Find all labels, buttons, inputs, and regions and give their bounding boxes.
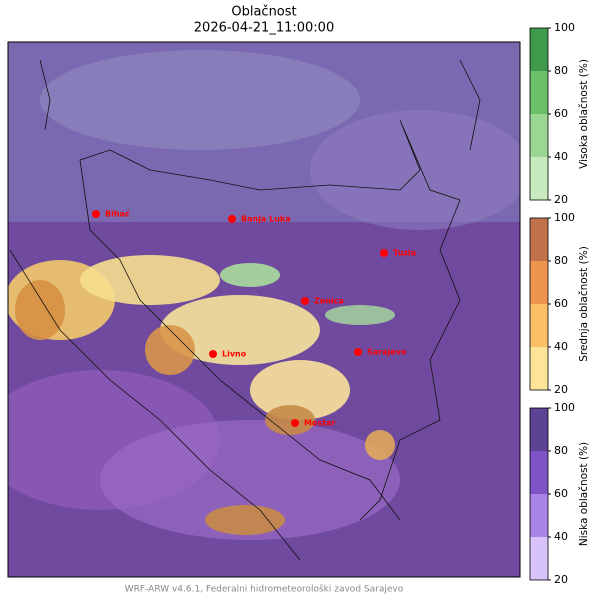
title: Oblačnost	[231, 5, 296, 20]
colorbar-band	[530, 347, 548, 390]
colorbar-band	[530, 28, 548, 71]
colorbar-tick-label: 80	[554, 64, 568, 77]
colorbar-label: Visoka oblačnost (%)	[578, 59, 590, 169]
city-label: Sarajevo	[367, 348, 407, 357]
colorbar-band	[530, 218, 548, 261]
city-marker	[380, 249, 388, 257]
city-label: Mostar	[304, 419, 335, 428]
colorbar-tick-label: 100	[554, 21, 575, 34]
colorbar-band	[530, 304, 548, 347]
colorbar-band	[530, 71, 548, 114]
city-marker	[209, 350, 217, 358]
colorbar-tick-label: 100	[554, 401, 575, 414]
colorbars: 20 40 60 80 100 Visoka oblačnost (%) 20 40 60 80 1…	[529, 21, 590, 586]
city-marker	[92, 210, 100, 218]
colorbar-tick-label: 40	[554, 150, 568, 163]
city-label: Tuzla	[393, 249, 416, 258]
city-marker	[301, 297, 309, 305]
colorbar-tick-label: 60	[554, 107, 568, 120]
colorbar-tick-label: 80	[554, 254, 568, 267]
colorbar-band	[530, 408, 548, 451]
colorbar-tick-label: 20	[554, 573, 568, 586]
colorbar-tick-label: 20	[554, 193, 568, 206]
timestamp: 2026-04-21_11:00:00	[194, 21, 334, 36]
city-marker	[291, 419, 299, 427]
colorbar-band	[530, 114, 548, 157]
city-label: Banja Luka	[241, 215, 291, 224]
colorbar-label: Niska oblačnost (%)	[578, 442, 590, 546]
colorbar-band	[530, 537, 548, 580]
colorbar-band	[530, 494, 548, 537]
footer: WRF-ARW v4.6.1, Federalni hidrometeorolo…	[125, 584, 404, 595]
colorbar-band	[530, 451, 548, 494]
city-label: Bihać	[105, 209, 130, 219]
city-marker	[228, 215, 236, 223]
city-marker	[354, 348, 362, 356]
colorbar-tick-label: 60	[554, 297, 568, 310]
colorbar-tick-label: 20	[554, 383, 568, 396]
colorbar-tick-label: 40	[554, 340, 568, 353]
colorbar-band	[530, 261, 548, 304]
colorbar-tick-label: 40	[554, 530, 568, 543]
colorbar-tick-label: 100	[554, 211, 575, 224]
city-label: Zenica	[314, 297, 344, 306]
colorbar-tick-label: 80	[554, 444, 568, 457]
city-label: Livno	[222, 350, 247, 359]
map	[8, 42, 520, 577]
colorbar-label: Srednja oblačnost (%)	[578, 246, 590, 362]
map-frame	[7, 41, 521, 578]
cities: Bihać Banja Luka Tuzla Zenica Livno Sarajevo M…	[92, 209, 416, 428]
colorbar-band	[530, 157, 548, 200]
colorbar-tick-label: 60	[554, 487, 568, 500]
